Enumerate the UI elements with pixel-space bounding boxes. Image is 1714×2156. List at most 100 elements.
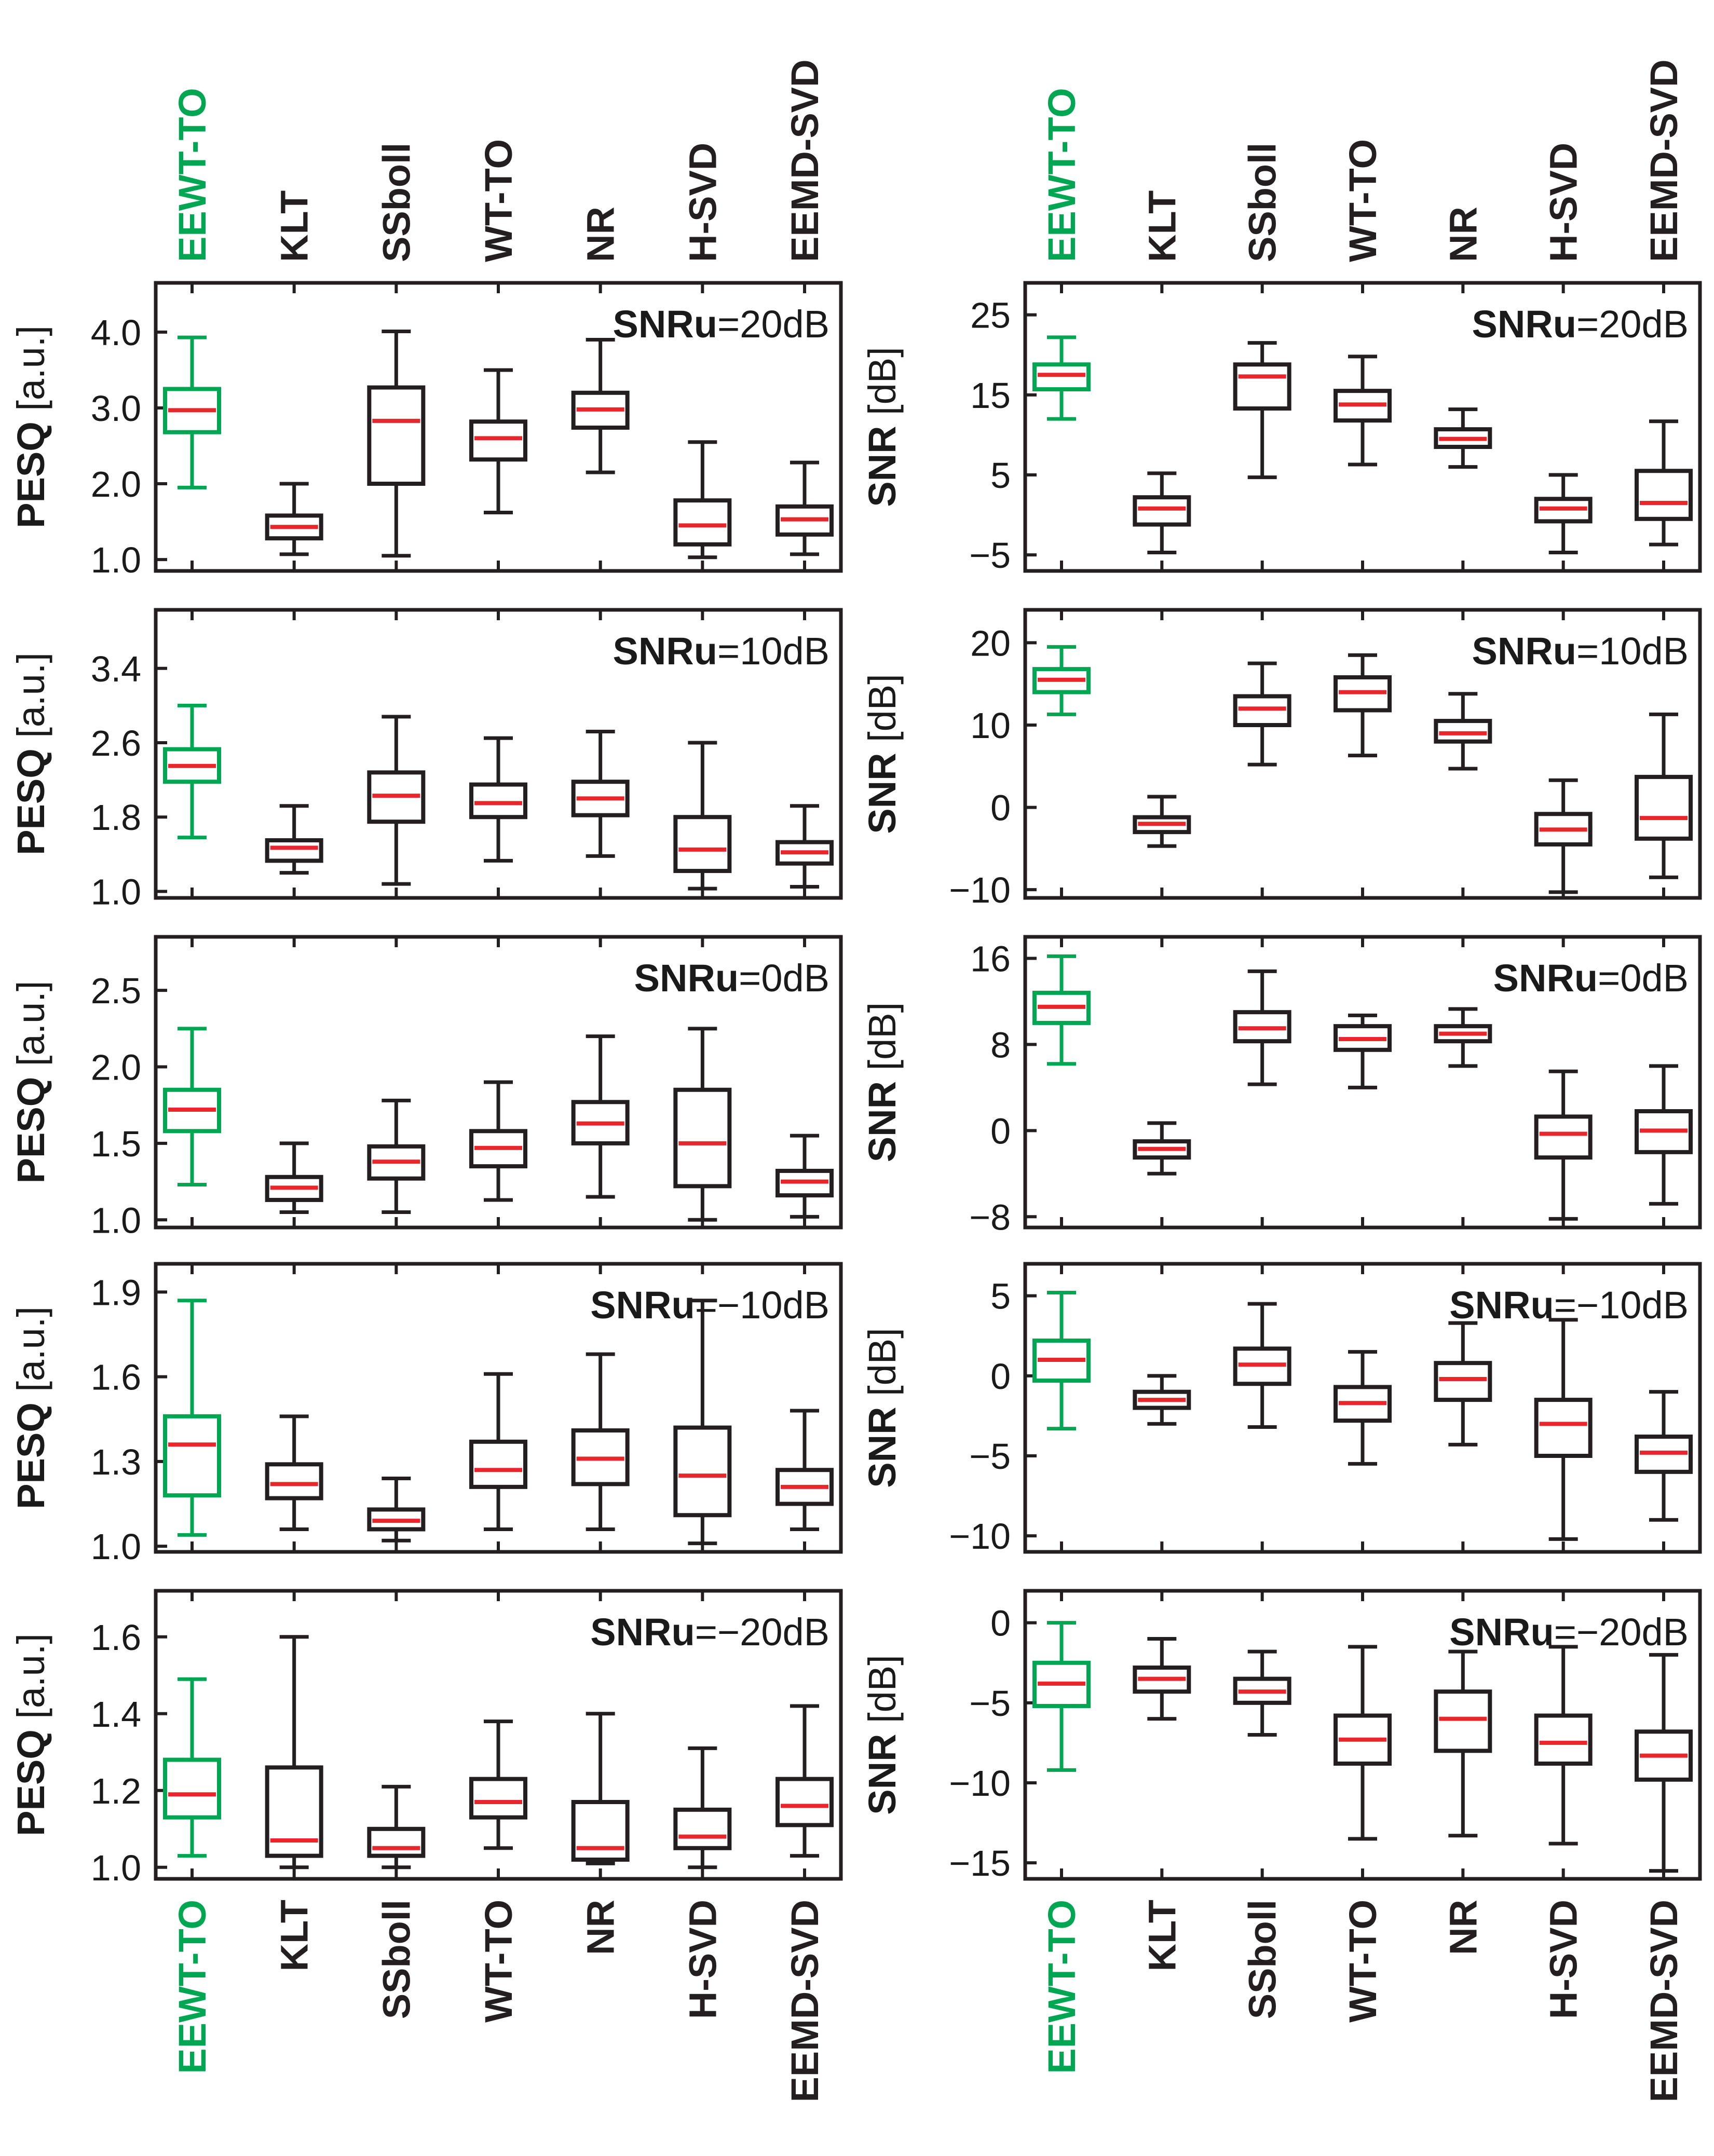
- box-nr: [1434, 407, 1492, 469]
- box-klt: [1133, 1374, 1191, 1426]
- box-ssboll: [367, 715, 426, 886]
- box-eewt-to: [163, 1677, 221, 1858]
- box-nr: [1434, 1007, 1492, 1068]
- y-tick-label: 8: [990, 1025, 1011, 1065]
- box-ssboll: [367, 1098, 426, 1215]
- y-tick-label: 0: [990, 1356, 1011, 1397]
- y-axis-label-main: PESQ: [9, 1729, 52, 1836]
- iqr-box: [469, 1439, 527, 1489]
- y-tick-label: 1.0: [91, 1200, 141, 1240]
- snr-annotation-key: SNRu: [634, 957, 739, 1000]
- y-tick-label: 1.0: [91, 1526, 141, 1567]
- y-axis-label: PESQ [a.u.]: [9, 1633, 52, 1836]
- iqr-box: [469, 419, 527, 462]
- box-ssboll: [1233, 341, 1291, 480]
- box-eemd-svd: [1635, 1653, 1693, 1873]
- y-axis-label: SNR [dB]: [861, 1655, 904, 1814]
- category-label-top: KLT: [1140, 190, 1184, 262]
- box-wt-to: [469, 1080, 527, 1202]
- category-label-bottom: WT-TO: [1341, 1900, 1384, 2023]
- category-label-bottom: SSboll: [375, 1900, 418, 2019]
- iqr-box: [673, 498, 732, 547]
- panel: −10 0 10 20 SNR [dB] SNRu=10dB: [861, 608, 1702, 910]
- y-tick-label: 1.4: [91, 1694, 141, 1735]
- y-axis-label: PESQ [a.u.]: [9, 325, 52, 528]
- box-eewt-to: [1032, 1291, 1091, 1431]
- box-wt-to: [1334, 354, 1392, 467]
- iqr-box: [163, 1757, 221, 1820]
- iqr-box: [1635, 469, 1693, 521]
- y-axis-label-main: SNR: [861, 1081, 904, 1162]
- category-label-bottom: H-SVD: [681, 1900, 724, 2019]
- box-nr: [571, 1352, 630, 1531]
- box-klt: [265, 1141, 323, 1215]
- category-label-bottom: WT-TO: [477, 1900, 520, 2023]
- iqr-box: [1635, 774, 1693, 841]
- y-axis-label-main: SNR: [861, 1407, 904, 1488]
- category-label-top: EEWT-TO: [1040, 88, 1083, 262]
- panel: −8 0 8 16 SNR [dB] SNRu=0dB: [861, 935, 1702, 1237]
- iqr-box: [265, 1765, 323, 1858]
- box-h-svd: [673, 741, 732, 891]
- y-axis-label-unit: [dB]: [861, 347, 904, 426]
- panel: 1.0 1.5 2.0 2.5 PESQ [a.u.] SNRu=0dB: [9, 935, 843, 1240]
- y-tick-label: 2.6: [91, 723, 141, 763]
- snr-annotation-key: SNRu: [590, 1611, 695, 1654]
- snr-annotation-key: SNRu: [1472, 303, 1576, 346]
- y-axis-label-main: PESQ: [9, 421, 52, 528]
- snr-annotation: SNRu=20dB: [613, 303, 830, 346]
- y-tick-label: 2.0: [91, 1047, 141, 1088]
- y-tick-label: 0: [990, 1111, 1011, 1151]
- y-tick-label: 15: [970, 375, 1011, 416]
- category-label-bottom: H-SVD: [1542, 1900, 1585, 2019]
- y-axis-label: SNR [dB]: [861, 1328, 904, 1488]
- snr-annotation-key: SNRu: [613, 630, 717, 673]
- box-klt: [1133, 471, 1191, 555]
- box-nr: [571, 1034, 630, 1199]
- snr-annotation-value: =10dB: [717, 630, 829, 673]
- box-nr: [1434, 1321, 1492, 1447]
- y-tick-label: 1.6: [91, 1357, 141, 1398]
- box-eewt-to: [1032, 335, 1091, 421]
- y-axis-label-unit: [a.u.]: [9, 981, 52, 1077]
- box-wt-to: [1334, 1645, 1392, 1841]
- y-axis-label-main: SNR: [861, 753, 904, 834]
- category-label-top: H-SVD: [1542, 143, 1585, 262]
- y-tick-label: 4.0: [91, 312, 141, 353]
- y-tick-label: 2.5: [91, 971, 141, 1011]
- iqr-box: [1534, 1713, 1593, 1766]
- box-wt-to: [1334, 1013, 1392, 1089]
- snr-annotation: SNRu=−20dB: [590, 1611, 829, 1654]
- iqr-box: [673, 1087, 732, 1189]
- box-klt: [1133, 1121, 1191, 1176]
- box-eewt-to: [163, 1027, 221, 1186]
- iqr-box: [163, 1414, 221, 1498]
- y-tick-label: 1.0: [91, 1848, 141, 1888]
- iqr-box: [673, 1807, 732, 1850]
- snr-annotation: SNRu=20dB: [1472, 303, 1689, 346]
- box-eemd-svd: [776, 804, 834, 889]
- panel: 1.0 1.8 2.6 3.4 PESQ [a.u.] SNRu=10dB: [9, 608, 843, 912]
- box-klt: [265, 804, 323, 875]
- iqr-box: [1133, 495, 1191, 527]
- box-eemd-svd: [1635, 419, 1693, 547]
- iqr-box: [1233, 362, 1291, 411]
- iqr-box: [265, 1462, 323, 1500]
- category-label-bottom: NR: [1441, 1900, 1485, 1955]
- y-tick-label: 1.6: [91, 1617, 141, 1658]
- y-tick-label: −5: [969, 1436, 1011, 1477]
- snr-annotation-key: SNRu: [590, 1284, 695, 1327]
- box-wt-to: [469, 368, 527, 515]
- panel: 1.0 2.0 3.0 4.0 PESQ [a.u.] SNRu=20dB: [9, 281, 843, 580]
- box-eemd-svd: [776, 1409, 834, 1531]
- y-tick-label: −8: [969, 1197, 1011, 1237]
- box-klt: [265, 482, 323, 556]
- box-h-svd: [1534, 1069, 1593, 1221]
- box-eemd-svd: [776, 1704, 834, 1858]
- y-tick-label: 1.3: [91, 1442, 141, 1482]
- y-axis-label-unit: [dB]: [861, 674, 904, 753]
- box-eemd-svd: [1635, 1390, 1693, 1522]
- snr-annotation: SNRu=0dB: [1493, 957, 1689, 1000]
- box-klt: [1133, 1637, 1191, 1721]
